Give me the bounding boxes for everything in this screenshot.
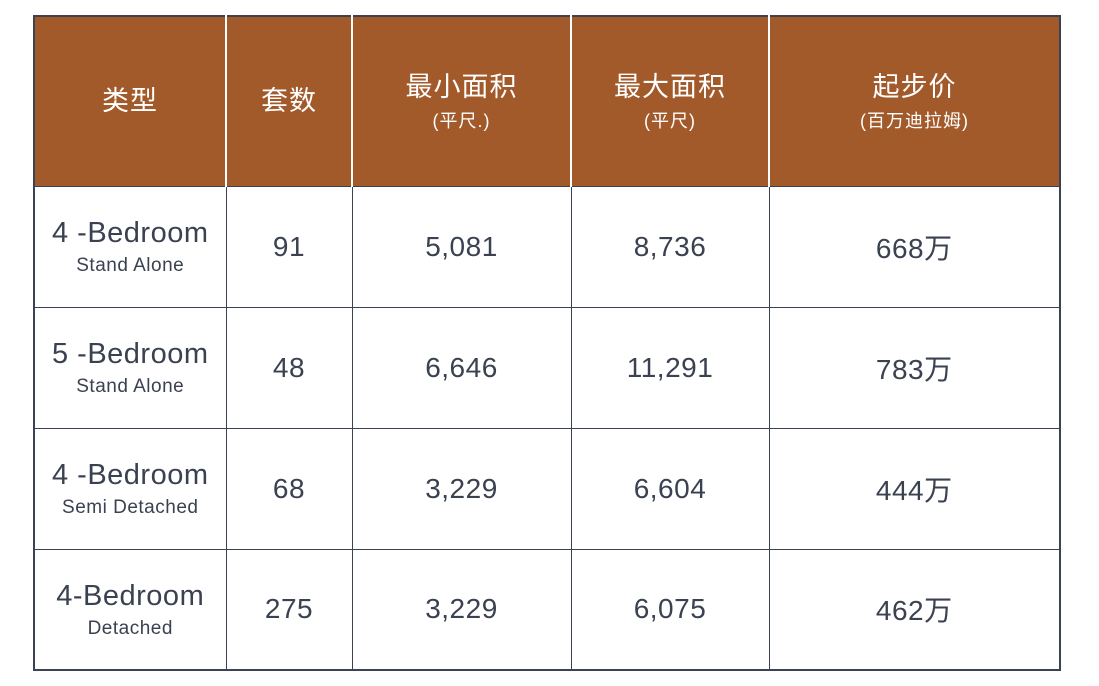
table-row: 4-Bedroom Detached 275 3,229 6,075 462万 [33, 548, 1061, 671]
cell-max-area: 6,604 [570, 427, 770, 550]
type-label: 4-Bedroom [56, 579, 205, 612]
cell-min-area: 5,081 [351, 185, 572, 308]
header-row: 类型 套数 最小面积 (平尺.) 最大面积 (平尺) 起步价 (百万迪拉姆) [33, 15, 1061, 187]
subtype-label: Semi Detached [62, 497, 199, 519]
cell-max-area: 8,736 [570, 185, 770, 308]
column-header-sublabel: (百万迪拉姆) [860, 110, 969, 131]
column-header-label: 起步价 [872, 72, 957, 103]
property-types-table: 类型 套数 最小面积 (平尺.) 最大面积 (平尺) 起步价 (百万迪拉姆) [33, 15, 1061, 671]
type-label: 4 -Bedroom [51, 458, 209, 491]
cell-price: 444万 [768, 427, 1061, 550]
type-label: 5 -Bedroom [51, 337, 209, 370]
cell-price: 668万 [768, 185, 1061, 308]
table-row: 4 -Bedroom Stand Alone 91 5,081 8,736 66… [33, 185, 1061, 308]
column-header-label: 类型 [102, 86, 158, 117]
cell-type: 4 -Bedroom Semi Detached [33, 427, 227, 550]
column-header-min-area: 最小面积 (平尺.) [351, 15, 572, 187]
subtype-label: Stand Alone [76, 376, 185, 398]
column-header-sublabel: (平尺) [644, 110, 696, 131]
cell-price: 783万 [768, 306, 1061, 429]
cell-min-area: 3,229 [351, 548, 572, 671]
cell-max-area: 6,075 [570, 548, 770, 671]
column-header-units: 套数 [225, 15, 353, 187]
table-header: 类型 套数 最小面积 (平尺.) 最大面积 (平尺) 起步价 (百万迪拉姆) [33, 15, 1061, 187]
cell-units: 91 [225, 185, 353, 308]
table-body: 4 -Bedroom Stand Alone 91 5,081 8,736 66… [33, 185, 1061, 671]
column-header-type: 类型 [33, 15, 227, 187]
cell-type: 4-Bedroom Detached [33, 548, 227, 671]
column-header-max-area: 最大面积 (平尺) [570, 15, 770, 187]
cell-type: 5 -Bedroom Stand Alone [33, 306, 227, 429]
cell-units: 275 [225, 548, 353, 671]
cell-units: 48 [225, 306, 353, 429]
cell-type: 4 -Bedroom Stand Alone [33, 185, 227, 308]
column-header-label: 最小面积 [405, 72, 518, 103]
subtype-label: Detached [87, 617, 173, 639]
type-label: 4 -Bedroom [51, 216, 209, 249]
cell-min-area: 6,646 [351, 306, 572, 429]
cell-price: 462万 [768, 548, 1061, 671]
column-header-label: 最大面积 [614, 72, 726, 103]
column-header-label: 套数 [261, 86, 317, 117]
cell-min-area: 3,229 [351, 427, 572, 550]
table-row: 5 -Bedroom Stand Alone 48 6,646 11,291 7… [33, 306, 1061, 429]
cell-max-area: 11,291 [570, 306, 770, 429]
property-table-container: 类型 套数 最小面积 (平尺.) 最大面积 (平尺) 起步价 (百万迪拉姆) [33, 15, 1061, 671]
subtype-label: Stand Alone [76, 255, 185, 277]
table-row: 4 -Bedroom Semi Detached 68 3,229 6,604 … [33, 427, 1061, 550]
column-header-sublabel: (平尺.) [432, 110, 491, 131]
cell-units: 68 [225, 427, 353, 550]
column-header-price: 起步价 (百万迪拉姆) [768, 15, 1061, 187]
